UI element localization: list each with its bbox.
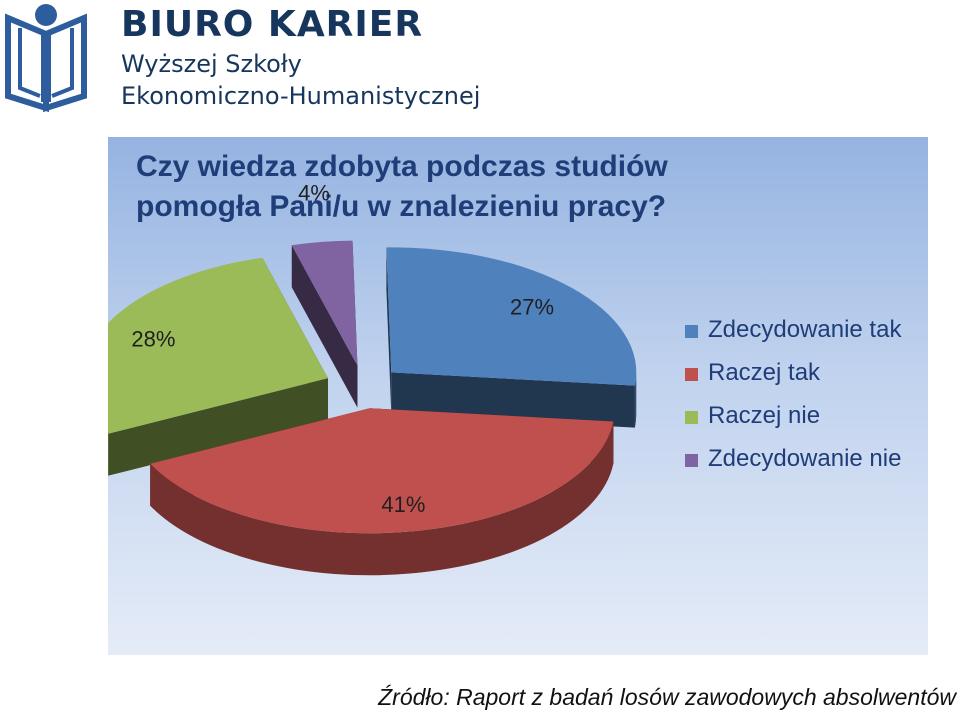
legend-item: Zdecydowanie tak	[685, 316, 925, 359]
pie-slice-side	[634, 372, 637, 428]
pie-slice-top	[150, 408, 614, 534]
pie-slice-wall	[108, 378, 328, 476]
pie-slice-wall	[386, 247, 392, 415]
pie-slice-4	[291, 240, 358, 408]
book-person-logo-icon	[5, 4, 87, 112]
pie-slice-top	[291, 240, 358, 366]
brand-subtitle-line1: Wyższej Szkoły	[121, 50, 302, 78]
pie-slice-2	[150, 408, 614, 576]
legend-label: Zdecydowanie tak	[708, 316, 902, 343]
legend-swatch	[685, 325, 698, 338]
data-label-3: 28%	[131, 326, 175, 351]
chart-panel: Czy wiedza zdobyta podczas studiów pomog…	[108, 137, 928, 655]
pie-slice-1	[386, 247, 637, 428]
legend-swatch	[685, 368, 698, 381]
legend-swatch	[685, 411, 698, 424]
pie-slice-3	[108, 257, 328, 476]
chart-title: Czy wiedza zdobyta podczas studiów pomog…	[136, 150, 668, 223]
data-label-1: 27%	[510, 294, 554, 319]
data-label-2: 41%	[381, 492, 425, 517]
legend: Zdecydowanie tak Raczej tak Raczej nie Zdec…	[685, 316, 925, 488]
legend-item: Raczej tak	[685, 359, 925, 402]
pie-slice-wall	[291, 245, 358, 408]
legend-label: Zdecydowanie nie	[708, 445, 902, 472]
pie-slice-side	[150, 421, 614, 576]
legend-item: Raczej nie	[685, 402, 925, 445]
pie-chart: 27% 41% 28% 4%	[108, 181, 637, 576]
legend-label: Raczej tak	[708, 359, 821, 386]
brand-name: BIURO KARIER	[121, 4, 424, 45]
legend-swatch	[685, 454, 698, 467]
brand-subtitle-line2: Ekonomiczno-Humanistycznej	[121, 82, 481, 110]
legend-label: Raczej nie	[708, 402, 821, 429]
pie-slice-top	[108, 257, 328, 434]
pie-slice-top	[386, 247, 637, 386]
legend-item: Zdecydowanie nie	[685, 445, 925, 488]
source-note: Źródło: Raport z badań losów zawodowych …	[378, 684, 956, 710]
data-label-4: 4%	[298, 181, 330, 206]
